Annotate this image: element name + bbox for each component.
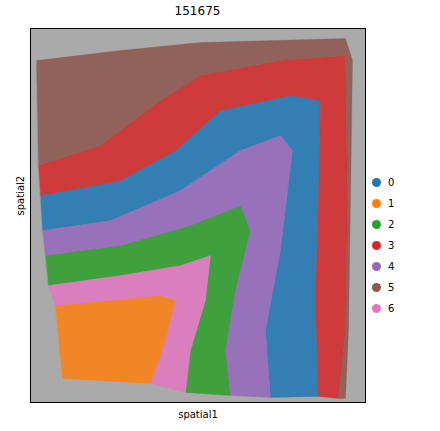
svg-text:spatial1: spatial1 xyxy=(178,409,218,420)
html-text:3: 3 xyxy=(388,240,395,251)
html-text:6: 6 xyxy=(388,303,395,314)
html-text:5: 5 xyxy=(388,282,395,293)
html-text:0: 0 xyxy=(388,177,395,188)
html-text:1: 1 xyxy=(388,198,395,209)
html-text:2: 2 xyxy=(388,219,395,230)
html-text:4: 4 xyxy=(388,261,395,272)
html-text:151675: 151675 xyxy=(174,4,221,18)
svg-text:spatial2: spatial2 xyxy=(15,176,26,216)
